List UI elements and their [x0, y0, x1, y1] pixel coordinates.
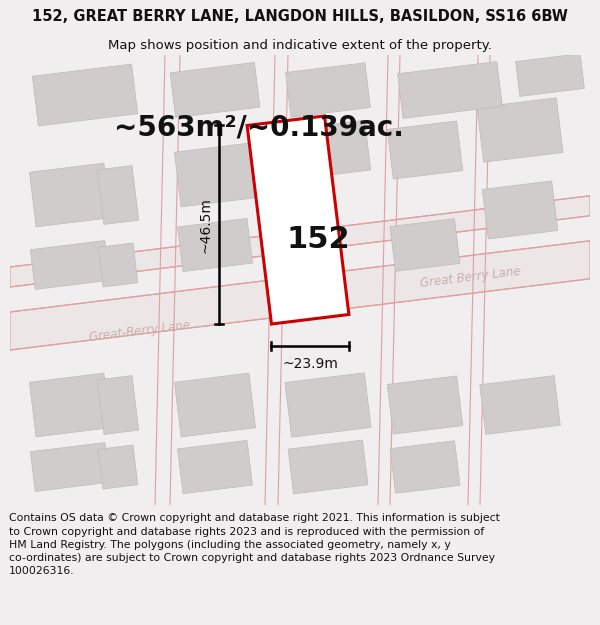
- Polygon shape: [477, 98, 563, 162]
- Text: Map shows position and indicative extent of the property.: Map shows position and indicative extent…: [108, 39, 492, 52]
- Polygon shape: [390, 441, 460, 493]
- Polygon shape: [98, 445, 138, 489]
- Polygon shape: [387, 121, 463, 179]
- Polygon shape: [97, 166, 139, 224]
- Polygon shape: [515, 54, 584, 96]
- Polygon shape: [387, 376, 463, 434]
- Text: ~563m²/~0.139ac.: ~563m²/~0.139ac.: [115, 113, 404, 141]
- Polygon shape: [175, 143, 256, 207]
- Polygon shape: [288, 440, 368, 494]
- Polygon shape: [170, 62, 260, 118]
- Polygon shape: [247, 116, 349, 324]
- Polygon shape: [98, 243, 138, 287]
- Polygon shape: [480, 376, 560, 434]
- Polygon shape: [31, 442, 110, 491]
- Text: 152, GREAT BERRY LANE, LANGDON HILLS, BASILDON, SS16 6BW: 152, GREAT BERRY LANE, LANGDON HILLS, BA…: [32, 9, 568, 24]
- Polygon shape: [175, 373, 256, 437]
- Polygon shape: [32, 64, 137, 126]
- Polygon shape: [285, 373, 371, 437]
- Polygon shape: [390, 219, 460, 271]
- Polygon shape: [398, 62, 502, 118]
- Polygon shape: [10, 196, 590, 287]
- Text: ~23.9m: ~23.9m: [282, 357, 338, 371]
- Polygon shape: [97, 376, 139, 434]
- Polygon shape: [10, 241, 590, 350]
- Polygon shape: [29, 163, 110, 227]
- Polygon shape: [482, 181, 558, 239]
- Text: Contains OS data © Crown copyright and database right 2021. This information is : Contains OS data © Crown copyright and d…: [9, 513, 500, 576]
- Polygon shape: [178, 218, 253, 272]
- Polygon shape: [286, 62, 370, 118]
- Text: 152: 152: [286, 226, 350, 254]
- Polygon shape: [178, 441, 253, 494]
- Text: ~46.5m: ~46.5m: [198, 197, 212, 252]
- Text: Great Berry Lane: Great Berry Lane: [419, 264, 521, 289]
- Polygon shape: [29, 373, 110, 437]
- Polygon shape: [31, 241, 110, 289]
- Polygon shape: [285, 120, 371, 180]
- Text: Great-Berry Lane: Great-Berry Lane: [89, 318, 191, 344]
